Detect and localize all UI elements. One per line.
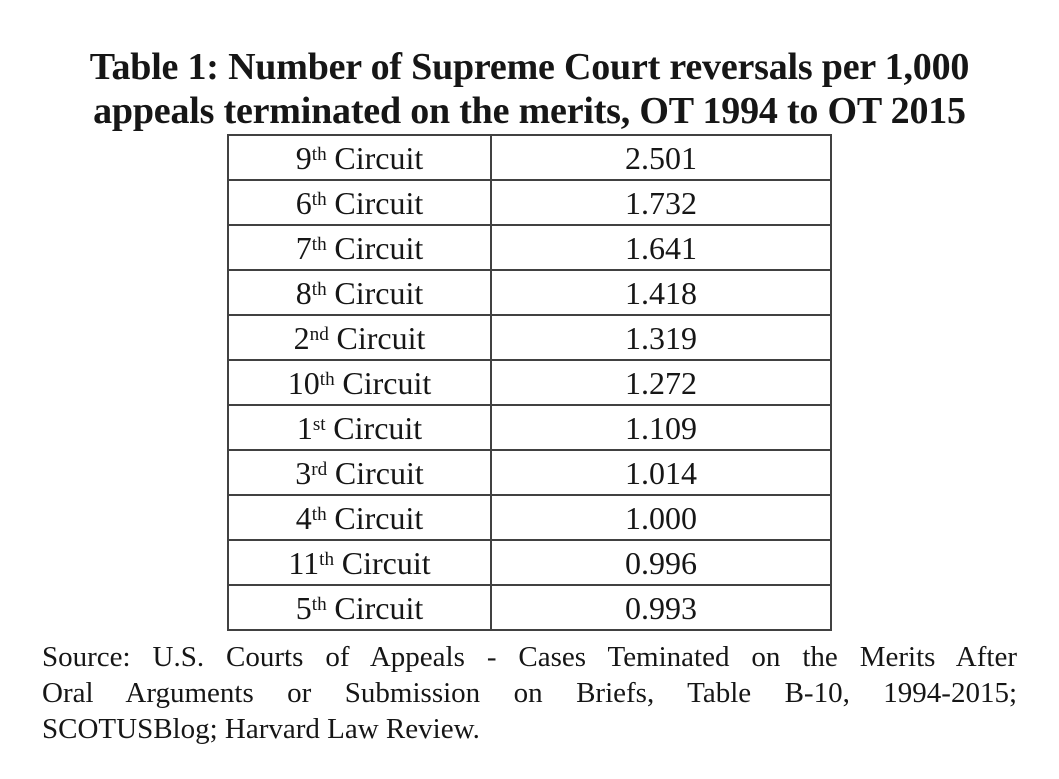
value-cell: 1.014 bbox=[490, 449, 832, 496]
circuit-word: Circuit bbox=[334, 454, 424, 491]
circuit-ordinal: 6 bbox=[295, 184, 312, 221]
circuit-ordinal: 9 bbox=[295, 139, 312, 176]
circuit-word: Circuit bbox=[334, 499, 424, 536]
circuit-cell: 7th Circuit bbox=[227, 224, 492, 271]
value-cell: 1.641 bbox=[490, 224, 832, 271]
table-row: 6th Circuit 1.732 bbox=[227, 179, 832, 226]
ordinal-suffix: th bbox=[311, 143, 327, 165]
circuit-cell: 1st Circuit bbox=[227, 404, 492, 451]
circuit-ordinal: 2 bbox=[293, 319, 310, 356]
circuit-ordinal: 3 bbox=[295, 454, 312, 491]
circuit-word: Circuit bbox=[341, 544, 431, 581]
ordinal-suffix: rd bbox=[311, 458, 328, 480]
circuit-ordinal: 5 bbox=[295, 589, 312, 626]
ordinal-suffix: th bbox=[311, 593, 327, 615]
ordinal-suffix: th bbox=[319, 368, 335, 390]
circuit-ordinal: 7 bbox=[295, 229, 312, 266]
circuit-ordinal: 8 bbox=[295, 274, 312, 311]
value-cell: 1.319 bbox=[490, 314, 832, 361]
ordinal-suffix: nd bbox=[309, 323, 329, 345]
ordinal-suffix: st bbox=[312, 413, 326, 435]
circuit-cell: 3rd Circuit bbox=[227, 449, 492, 496]
ordinal-suffix: th bbox=[311, 278, 327, 300]
table-row: 4th Circuit 1.000 bbox=[227, 494, 832, 541]
value-cell: 1.272 bbox=[490, 359, 832, 406]
circuit-cell: 9th Circuit bbox=[227, 134, 492, 181]
circuit-ordinal: 11 bbox=[288, 544, 320, 581]
value-cell: 1.000 bbox=[490, 494, 832, 541]
table-row: 5th Circuit 0.993 bbox=[227, 584, 832, 631]
circuit-cell: 2nd Circuit bbox=[227, 314, 492, 361]
value-cell: 2.501 bbox=[490, 134, 832, 181]
table-row: 2nd Circuit 1.319 bbox=[227, 314, 832, 361]
circuit-cell: 4th Circuit bbox=[227, 494, 492, 541]
circuit-ordinal: 1 bbox=[296, 409, 313, 446]
ordinal-suffix: th bbox=[319, 548, 335, 570]
table-title-line2: appeals terminated on the merits, OT 199… bbox=[93, 90, 966, 132]
circuit-word: Circuit bbox=[334, 184, 424, 221]
circuit-cell: 5th Circuit bbox=[227, 584, 492, 631]
table-row: 10th Circuit 1.272 bbox=[227, 359, 832, 406]
source-line2: Oral Arguments or Submission on Briefs, … bbox=[42, 677, 1017, 709]
value-cell: 0.996 bbox=[490, 539, 832, 586]
source-line1: Source: U.S. Courts of Appeals - Cases T… bbox=[42, 641, 1017, 673]
circuit-cell: 11th Circuit bbox=[227, 539, 492, 586]
table-row: 9th Circuit 2.501 bbox=[227, 134, 832, 181]
source-note: Source: U.S. Courts of Appeals - Cases T… bbox=[42, 639, 1017, 747]
circuit-word: Circuit bbox=[333, 409, 423, 446]
circuit-word: Circuit bbox=[334, 589, 424, 626]
value-cell: 1.109 bbox=[490, 404, 832, 451]
circuit-word: Circuit bbox=[342, 364, 432, 401]
table-row: 1st Circuit 1.109 bbox=[227, 404, 832, 451]
source-line3: SCOTUSBlog; Harvard Law Review. bbox=[42, 713, 480, 745]
reversals-table: 9th Circuit 2.501 6th Circuit 1.732 7th Cir… bbox=[227, 134, 832, 631]
table-title: Table 1: Number of Supreme Court reversa… bbox=[0, 0, 1059, 133]
value-cell: 1.418 bbox=[490, 269, 832, 316]
circuit-cell: 6th Circuit bbox=[227, 179, 492, 226]
value-cell: 1.732 bbox=[490, 179, 832, 226]
table-row: 8th Circuit 1.418 bbox=[227, 269, 832, 316]
ordinal-suffix: th bbox=[311, 188, 327, 210]
circuit-word: Circuit bbox=[334, 229, 424, 266]
table-row: 11th Circuit 0.996 bbox=[227, 539, 832, 586]
table-row: 7th Circuit 1.641 bbox=[227, 224, 832, 271]
value-cell: 0.993 bbox=[490, 584, 832, 631]
table-row: 3rd Circuit 1.014 bbox=[227, 449, 832, 496]
circuit-cell: 10th Circuit bbox=[227, 359, 492, 406]
ordinal-suffix: th bbox=[311, 233, 327, 255]
circuit-word: Circuit bbox=[334, 139, 424, 176]
circuit-ordinal: 10 bbox=[287, 364, 320, 401]
table-title-line1: Table 1: Number of Supreme Court reversa… bbox=[89, 46, 970, 88]
circuit-cell: 8th Circuit bbox=[227, 269, 492, 316]
ordinal-suffix: th bbox=[311, 503, 327, 525]
circuit-word: Circuit bbox=[336, 319, 426, 356]
circuit-ordinal: 4 bbox=[295, 499, 312, 536]
circuit-word: Circuit bbox=[334, 274, 424, 311]
